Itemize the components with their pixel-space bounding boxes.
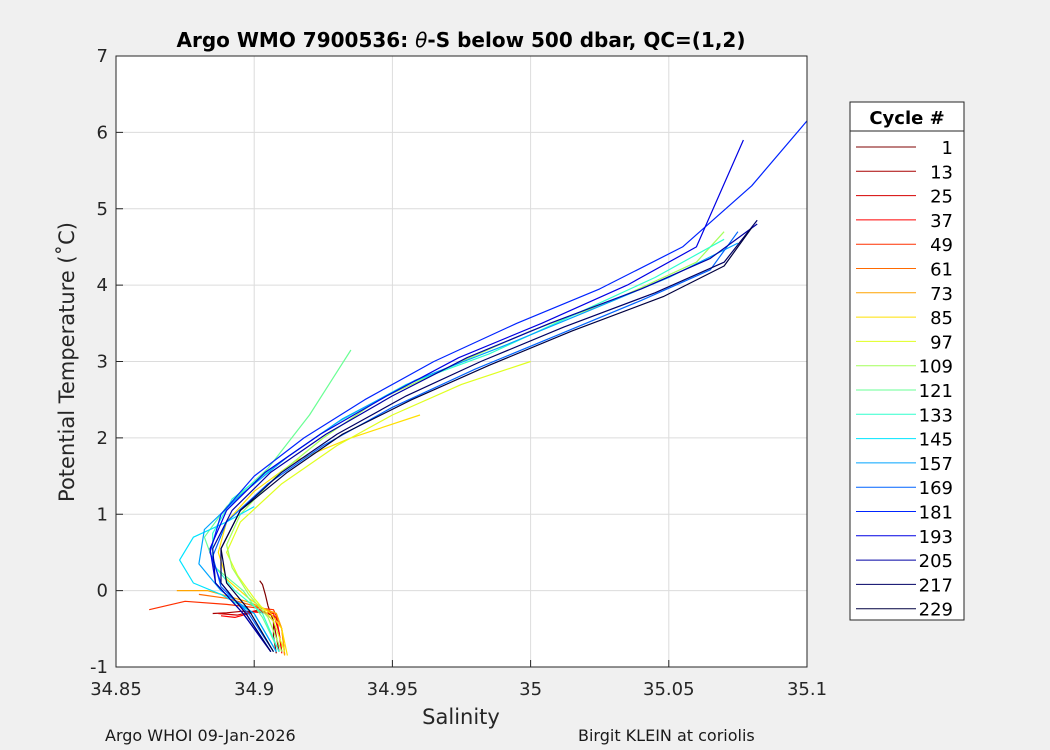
series-line-cycle-205 [212,223,758,653]
legend-label-133: 133 [919,405,953,426]
x-tick-label: 35.05 [643,679,695,700]
legend-label-97: 97 [930,332,953,353]
legend-label-181: 181 [919,503,953,524]
footer-right-text: Birgit KLEIN at coriolis [578,726,755,745]
y-tick-label: 6 [97,122,108,143]
x-ticks: 34.85 34.9 34.95 35 35.05 35.1 [90,660,827,700]
y-tick-label: 3 [97,352,108,373]
y-tick-label: 4 [97,275,108,296]
legend-label-121: 121 [919,381,953,402]
legend-label-193: 193 [919,527,953,548]
series-layer [149,120,808,656]
legend-label-157: 157 [919,454,953,475]
y-tick-label: 0 [97,581,108,602]
x-tick-label: 35.1 [787,679,827,700]
legend-label-109: 109 [919,357,953,378]
y-axis-label: Potential Temperature (˚C) [55,222,79,502]
series-line-cycle-229 [220,227,753,653]
series-line-cycle-97 [226,360,531,652]
legend-label-169: 169 [919,478,953,499]
x-tick-label: 34.95 [367,679,419,700]
legend-label-205: 205 [919,551,953,572]
series-line-cycle-1 [259,580,277,654]
y-tick-label: 7 [97,46,108,67]
legend-title: Cycle # [869,108,944,129]
legend: Cycle # 1 13 25 37 49 61 73 85 97 109 121 133 145 157… [849,101,965,621]
chart-title: Argo WMO 7900536: θ-S below 500 dbar, QC… [177,28,746,52]
y-tick-label: 1 [97,504,108,525]
legend-label-145: 145 [919,430,953,451]
legend-label-49: 49 [930,235,953,256]
y-tick-label: 2 [97,428,108,449]
legend-label-217: 217 [919,575,953,596]
legend-label-85: 85 [930,308,953,329]
legend-label-229: 229 [919,600,953,621]
x-tick-label: 35 [519,679,542,700]
y-ticks: -1 0 1 2 3 4 5 6 7 [90,46,123,678]
legend-label-37: 37 [930,211,953,232]
legend-label-25: 25 [930,187,953,208]
x-tick-label: 34.9 [234,679,274,700]
legend-label-61: 61 [930,260,953,281]
legend-label-13: 13 [930,162,953,183]
legend-label-1: 1 [942,138,953,159]
y-tick-label: -1 [90,657,108,678]
legend-label-73: 73 [930,284,953,305]
x-tick-label: 34.85 [90,679,142,700]
series-line-cycle-217 [220,219,758,653]
footer-left-text: Argo WHOI 09-Jan-2026 [105,726,296,745]
y-tick-label: 5 [97,199,108,220]
x-axis-label: Salinity [422,705,500,729]
legend-box [849,101,965,621]
series-line-cycle-169 [212,231,739,653]
series-line-cycle-181 [209,120,808,653]
series-line-cycle-109 [226,231,725,652]
